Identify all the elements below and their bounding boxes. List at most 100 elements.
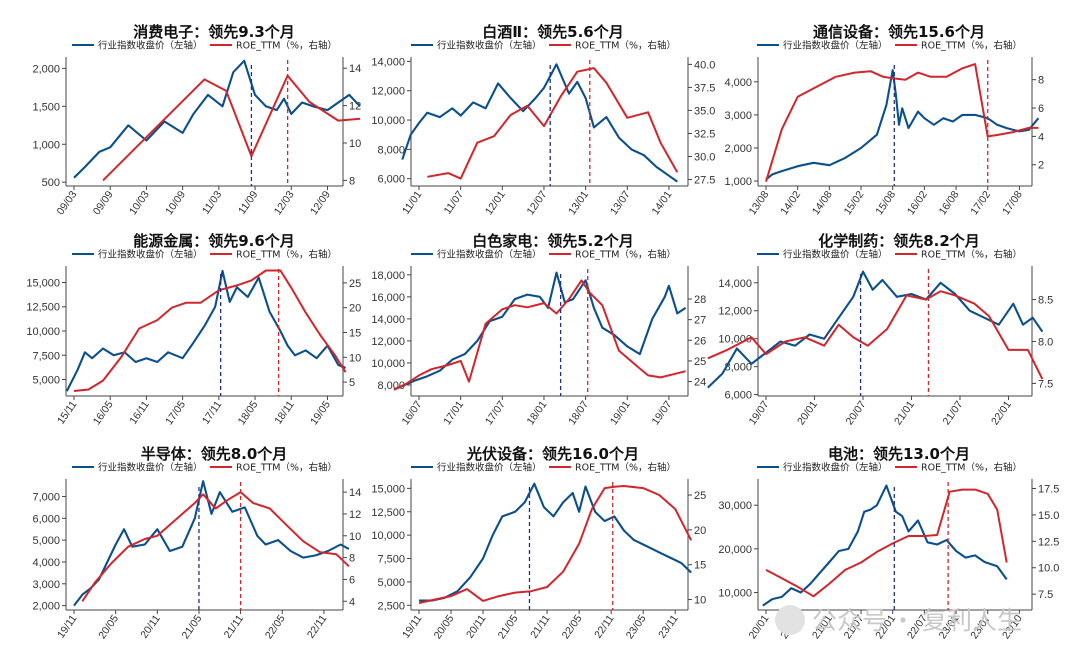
right-tick-label: 15 xyxy=(349,327,361,339)
x-tick-label: 16/11 xyxy=(127,399,152,427)
roe-series-line xyxy=(418,485,693,604)
left-tick-label: 8,000 xyxy=(377,380,405,392)
x-tick-label: 13/07 xyxy=(608,189,633,218)
legend-label-index: 行业指数收盘价（左轴） xyxy=(437,40,542,52)
legend-label-index: 行业指数收盘价（左轴） xyxy=(783,249,888,261)
legend-label-index: 行业指数收盘价（左轴） xyxy=(437,249,542,261)
right-tick-label: 8.5 xyxy=(1038,295,1053,307)
x-tick-label: 21/05 xyxy=(496,613,521,642)
x-tick-label: 20/05 xyxy=(96,613,121,642)
roe-series-line xyxy=(765,488,1008,598)
left-tick-label: 12,500 xyxy=(26,302,60,314)
watermark: 公众号 复利人生 xyxy=(775,605,1022,635)
x-tick-label: 22/01 xyxy=(989,399,1014,428)
left-tick-label: 8,000 xyxy=(377,144,405,156)
x-tick-label: 11/01 xyxy=(400,189,425,217)
left-tick-label: 12,500 xyxy=(371,507,405,519)
x-tick-label: 22/11 xyxy=(592,613,617,641)
x-tick-label: 14/08 xyxy=(810,189,835,218)
x-tick-label: 18/05 xyxy=(236,399,261,428)
legend-label-roe: ROE_TTM（%，右轴） xyxy=(236,40,337,52)
x-tick-label: 12/09 xyxy=(308,189,333,218)
left-tick-label: 3,000 xyxy=(32,579,60,591)
left-tick-label: 1,500 xyxy=(32,101,60,113)
x-tick-label: 13/08 xyxy=(747,189,772,218)
right-tick-label: 6 xyxy=(349,574,355,586)
x-tick-label: 22/05 xyxy=(560,613,585,642)
right-tick-label: 10 xyxy=(349,138,361,150)
right-tick-label: 8 xyxy=(349,175,355,187)
left-tick-label: 6,000 xyxy=(377,174,405,186)
x-tick-label: 12/03 xyxy=(272,189,297,218)
x-tick-label: 12/07 xyxy=(525,189,550,218)
x-tick-label: 13/01 xyxy=(566,189,591,218)
x-tick-label: 09/03 xyxy=(55,189,80,218)
left-tick-label: 30,000 xyxy=(718,500,752,512)
left-tick-label: 14,000 xyxy=(371,56,405,68)
left-tick-label: 20,000 xyxy=(718,544,752,556)
right-tick-label: 10.0 xyxy=(1038,563,1059,575)
right-tick-label: 40.0 xyxy=(694,59,715,71)
right-tick-label: 7.5 xyxy=(1038,378,1053,390)
right-tick-label: 4 xyxy=(1038,131,1044,143)
x-tick-label: 17/08 xyxy=(1000,189,1025,218)
x-tick-label: 14/01 xyxy=(649,189,674,218)
left-tick-label: 5,000 xyxy=(32,535,60,547)
right-tick-label: 12.5 xyxy=(1038,536,1059,548)
chart-title: 化学制药：领先8.2个月 xyxy=(818,232,980,250)
legend-label-index: 行业指数收盘价（左轴） xyxy=(783,40,888,52)
x-tick-label: 16/07 xyxy=(400,399,425,428)
x-tick-label: 17/07 xyxy=(483,399,508,428)
x-tick-label: 19/07 xyxy=(649,399,674,428)
x-tick-label: 17/11 xyxy=(200,399,225,427)
right-tick-label: 30.0 xyxy=(694,152,715,164)
left-tick-label: 2,500 xyxy=(377,600,405,612)
left-tick-label: 5,000 xyxy=(32,375,60,387)
x-tick-label: 19/11 xyxy=(400,613,425,641)
legend-label-roe: ROE_TTM（%，右轴） xyxy=(921,249,1022,261)
left-tick-label: 14,000 xyxy=(718,278,752,290)
x-tick-label: 18/07 xyxy=(566,399,591,428)
x-tick-label: 20/05 xyxy=(432,613,457,642)
chart-title: 通信设备：领先15.6个月 xyxy=(813,23,985,41)
watermark-text: 复利人生 xyxy=(922,606,1022,635)
right-tick-label: 8 xyxy=(1038,75,1044,87)
left-tick-label: 10,000 xyxy=(371,358,405,370)
right-tick-label: 8.0 xyxy=(1038,336,1053,348)
legend-label-index: 行业指数收盘价（左轴） xyxy=(98,40,203,52)
legend-label-index: 行业指数收盘价（左轴） xyxy=(437,462,542,474)
x-tick-label: 09/09 xyxy=(91,189,116,218)
x-tick-label: 22/05 xyxy=(263,613,288,642)
right-tick-label: 6 xyxy=(1038,103,1044,115)
x-tick-label: 20/07 xyxy=(844,399,869,428)
right-tick-label: 35.0 xyxy=(694,105,715,117)
x-tick-label: 21/11 xyxy=(528,613,553,641)
x-tick-label: 17/05 xyxy=(163,399,188,428)
x-tick-label: 16/02 xyxy=(905,189,930,218)
left-tick-label: 2,000 xyxy=(32,63,60,75)
index-series-line xyxy=(73,59,361,179)
right-tick-label: 27 xyxy=(694,315,706,327)
right-tick-label: 25 xyxy=(349,278,361,290)
chart-title: 半导体：领先8.0个月 xyxy=(141,445,288,463)
x-tick-label: 17/01 xyxy=(441,399,466,428)
left-tick-label: 10,000 xyxy=(371,530,405,542)
x-tick-label: 20/01 xyxy=(747,613,772,642)
legend-label-roe: ROE_TTM（%，右轴） xyxy=(575,462,676,474)
legend-label-index: 行业指数收盘价（左轴） xyxy=(783,462,888,474)
right-tick-label: 4 xyxy=(349,596,355,608)
legend-label-roe: ROE_TTM（%，右轴） xyxy=(575,249,676,261)
x-tick-label: 16/08 xyxy=(937,189,962,218)
x-tick-label: 15/02 xyxy=(842,189,867,218)
legend-label-index: 行业指数收盘价（左轴） xyxy=(98,462,203,474)
roe-series-line xyxy=(81,491,350,602)
x-tick-label: 10/09 xyxy=(163,189,188,218)
x-tick-label: 23/11 xyxy=(656,613,681,641)
